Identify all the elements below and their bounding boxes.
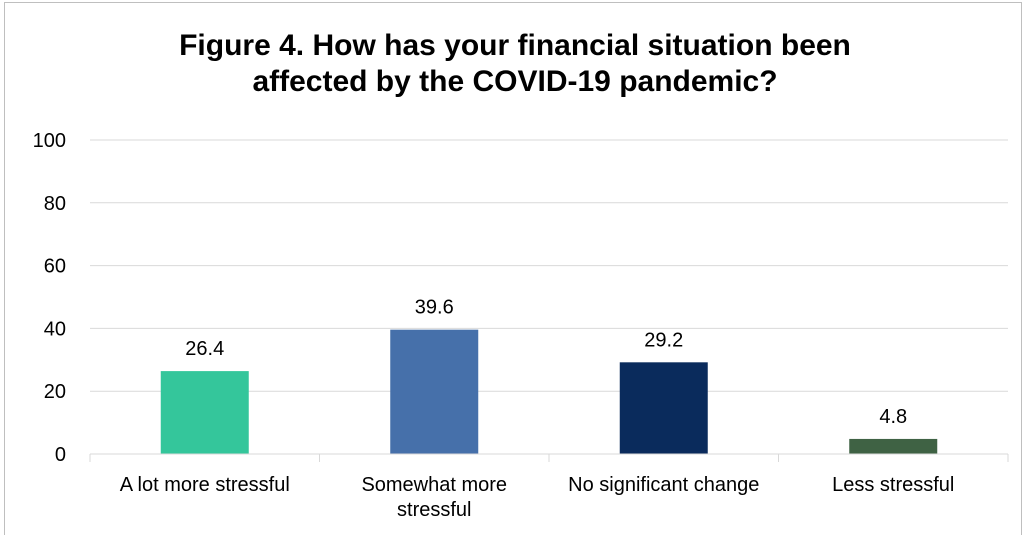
y-tick-label: 80 [44,193,66,215]
y-tick-label: 0 [55,444,66,466]
bar [390,329,479,454]
gridlines [90,139,1008,392]
data-labels: 26.4 39.6 29.2 4.8 [185,297,907,428]
x-category-label: Somewhat more stressful [361,474,507,521]
x-category-label: A lot more stressful [120,474,290,496]
data-label: 29.2 [644,329,683,351]
data-label: 4.8 [879,406,907,428]
chart-title: Figure 4. How has your financial situati… [179,29,851,98]
y-tick-label: 60 [44,256,66,278]
chart-frame [4,2,1022,535]
y-tick-label: 100 [33,130,66,152]
data-label: 26.4 [185,338,224,360]
y-tick-label: 40 [44,318,66,340]
bar [849,438,938,454]
bars [160,329,938,454]
y-axis: 0 20 40 60 80 100 [33,130,66,466]
x-category-label: No significant change [568,474,759,496]
x-axis: A lot more stressful Somewhat more stressf… [89,453,1009,521]
bar [160,371,249,454]
x-category-label: Less stressful [832,474,954,496]
data-label: 39.6 [415,297,454,319]
bar [619,362,708,454]
y-tick-label: 20 [44,381,66,403]
